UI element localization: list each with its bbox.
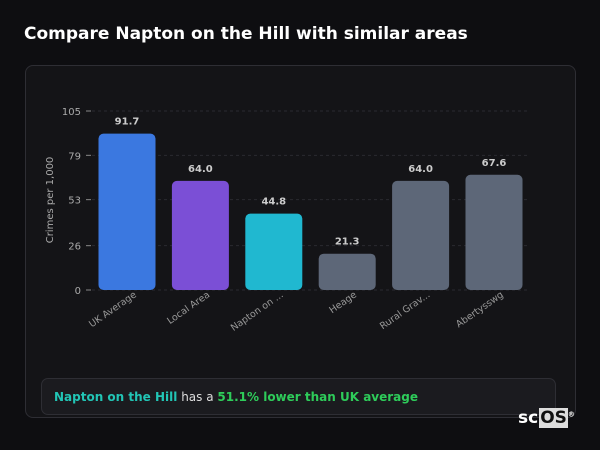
x-tick-label: Heage [327, 289, 359, 316]
data-label: 64.0 [408, 164, 433, 175]
bar[interactable] [392, 180, 450, 290]
x-tick-label: Napton on ... [229, 289, 286, 333]
bar[interactable] [318, 253, 376, 290]
scos-logo: sc OS® [518, 408, 575, 428]
data-label: 67.6 [482, 158, 507, 169]
y-axis-label: Crimes per 1,000 [45, 157, 56, 244]
data-label: 44.8 [261, 197, 286, 208]
bar[interactable] [245, 213, 303, 290]
y-tick-label: 79 [68, 151, 81, 162]
y-tick-label: 105 [62, 107, 81, 118]
bar[interactable] [465, 174, 523, 290]
data-label: 64.0 [188, 164, 213, 175]
data-label: 21.3 [335, 237, 360, 248]
x-tick-label: Local Area [165, 289, 212, 326]
y-tick-label: 0 [75, 286, 81, 297]
y-tick-label: 26 [68, 242, 81, 253]
y-tick-label: 53 [68, 196, 81, 207]
x-tick-label: UK Average [87, 289, 139, 330]
place-name: Napton on the Hill [54, 390, 178, 404]
data-label: 91.7 [115, 117, 140, 128]
banner-text: has a [177, 390, 218, 404]
x-tick-label: Rural Grav... [378, 289, 432, 332]
bar[interactable] [98, 133, 156, 290]
comparison-stat: 51.1% lower than UK average [217, 390, 418, 404]
comparison-banner: Napton on the Hill has a 51.1% lower tha… [41, 378, 556, 415]
bar[interactable] [171, 180, 229, 290]
x-tick-label: Abertysswg [454, 289, 506, 330]
page-title: Compare Napton on the Hill with similar … [24, 24, 468, 44]
